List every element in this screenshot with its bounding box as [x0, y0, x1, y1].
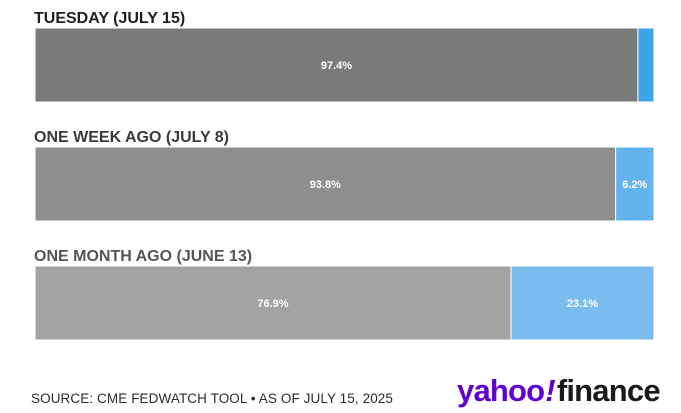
row-title: ONE MONTH AGO (JUNE 13) [34, 248, 252, 265]
data-label: 93.8% [310, 179, 341, 191]
yahoo-finance-logo: yahoo!finance [457, 373, 661, 409]
data-label: 76.9% [257, 298, 288, 310]
bar-segment-secondary [510, 265, 655, 341]
data-label: 23.1% [567, 298, 598, 310]
source-note: SOURCE: CME FEDWATCH TOOL • AS OF JULY 1… [31, 391, 394, 406]
logo-yahoo: yahoo [457, 373, 545, 408]
bar-segment-primary [34, 27, 639, 103]
row-title: ONE WEEK AGO (JULY 8) [34, 129, 229, 146]
data-label: 6.2% [622, 179, 647, 191]
logo-finance: finance [556, 373, 661, 408]
bar-segment-primary [34, 265, 512, 341]
bar-segment-primary [34, 146, 617, 222]
stacked-bar-chart: TUESDAY (JULY 15) 97.4% ONE WEEK AGO (JULY… [34, 10, 655, 341]
data-label: 97.4% [321, 60, 352, 72]
row-title: TUESDAY (JULY 15) [34, 10, 185, 27]
bar-segment-secondary [615, 146, 655, 222]
bar-segment-secondary [637, 27, 655, 103]
logo-bang: ! [545, 373, 555, 408]
